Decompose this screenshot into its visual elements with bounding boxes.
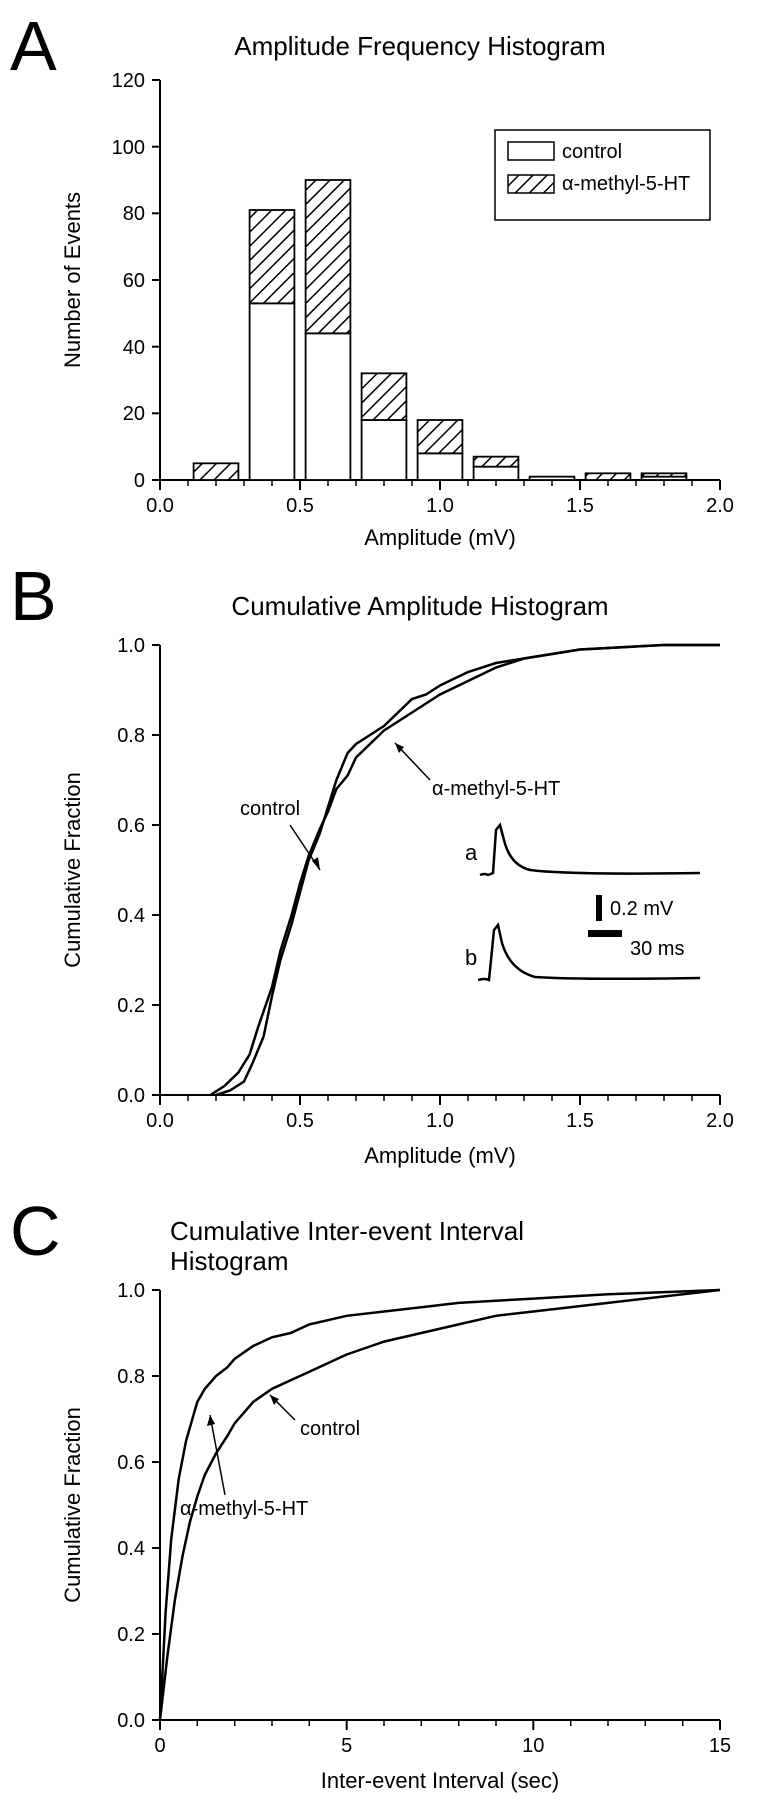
svg-text:0.2: 0.2 bbox=[117, 1624, 145, 1646]
svg-text:0.2: 0.2 bbox=[117, 995, 145, 1017]
legend-treat: α-methyl-5-HT bbox=[562, 173, 690, 195]
panel-b-inset: a b 0.2 mV 30 ms bbox=[465, 825, 700, 980]
bar-treat bbox=[586, 473, 631, 480]
svg-text:0.6: 0.6 bbox=[117, 815, 145, 837]
panel-b-treat-annot: α-methyl-5-HT bbox=[432, 778, 560, 800]
bar-control bbox=[362, 420, 407, 480]
bar-treat bbox=[474, 457, 519, 467]
panel-b-control-line bbox=[216, 645, 720, 1095]
ytick: 20 bbox=[123, 403, 145, 425]
xtick: 2.0 bbox=[706, 495, 734, 517]
panel-b-title: Cumulative Amplitude Histogram bbox=[231, 591, 608, 621]
svg-text:0.0: 0.0 bbox=[146, 1110, 174, 1132]
ytick: 80 bbox=[123, 203, 145, 225]
svg-text:0.8: 0.8 bbox=[117, 725, 145, 747]
panel-b-xlabel: Amplitude (mV) bbox=[364, 1143, 516, 1168]
panel-c-yticks: 0.0 0.2 0.4 0.6 0.8 1.0 bbox=[117, 1280, 160, 1732]
panel-a-yticks: 0 20 40 60 80 100 120 bbox=[112, 70, 160, 492]
svg-text:0.8: 0.8 bbox=[117, 1366, 145, 1388]
svg-text:1.0: 1.0 bbox=[117, 1280, 145, 1302]
figure-page: A Amplitude Frequency Histogram 0 20 40 … bbox=[0, 0, 774, 1815]
svg-text:0.5: 0.5 bbox=[286, 1110, 314, 1132]
panel-a-xticks: 0.0 0.5 1.0 1.5 2.0 bbox=[146, 480, 734, 517]
svg-text:15: 15 bbox=[709, 1735, 731, 1757]
panel-c-control-annot: control bbox=[300, 1418, 360, 1440]
panel-a-xlabel: Amplitude (mV) bbox=[364, 525, 516, 550]
panel-a-svg: A Amplitude Frequency Histogram 0 20 40 … bbox=[0, 0, 774, 560]
bar-treat bbox=[250, 210, 295, 303]
svg-text:5: 5 bbox=[341, 1735, 352, 1757]
bar-control bbox=[306, 333, 351, 480]
panel-a-title: Amplitude Frequency Histogram bbox=[234, 31, 605, 61]
svg-text:1.0: 1.0 bbox=[426, 1110, 454, 1132]
svg-text:0.0: 0.0 bbox=[117, 1085, 145, 1107]
bar-control bbox=[530, 477, 575, 480]
bar-control bbox=[418, 453, 463, 480]
bar-treat bbox=[418, 420, 463, 453]
panel-b-plot: 0.0 0.2 0.4 0.6 0.8 1.0 0.0 0.5 1.0 1.5 … bbox=[60, 635, 734, 1168]
panel-c-annot-control: control bbox=[270, 1395, 360, 1440]
xtick: 1.5 bbox=[566, 495, 594, 517]
panel-b-ylabel: Cumulative Fraction bbox=[60, 772, 85, 968]
xtick: 0.5 bbox=[286, 495, 314, 517]
bar-control bbox=[474, 467, 519, 480]
panel-c-title2: Histogram bbox=[170, 1246, 288, 1276]
panel-c-xlabel: Inter-event Interval (sec) bbox=[321, 1768, 559, 1793]
panel-a-plot: 0 20 40 60 80 100 120 0.0 0.5 1.0 1.5 2.… bbox=[60, 70, 734, 550]
bar-treat bbox=[642, 473, 687, 476]
ytick: 120 bbox=[112, 70, 145, 92]
ytick: 60 bbox=[123, 270, 145, 292]
ytick: 100 bbox=[112, 137, 145, 159]
panel-a-ylabel: Number of Events bbox=[60, 192, 85, 368]
panel-c-ylabel: Cumulative Fraction bbox=[60, 1407, 85, 1603]
panel-c-svg: C Cumulative Inter-event Interval Histog… bbox=[0, 1200, 774, 1810]
scale-bar-v bbox=[596, 895, 602, 921]
bar-treat bbox=[362, 373, 407, 420]
inset-label-b: b bbox=[465, 945, 477, 970]
panel-b-yticks: 0.0 0.2 0.4 0.6 0.8 1.0 bbox=[117, 635, 160, 1107]
svg-text:0.4: 0.4 bbox=[117, 905, 145, 927]
svg-text:0: 0 bbox=[154, 1735, 165, 1757]
ytick: 40 bbox=[123, 337, 145, 359]
panel-b-svg: B Cumulative Amplitude Histogram 0.0 0.2… bbox=[0, 565, 774, 1195]
legend-control: control bbox=[562, 141, 622, 163]
svg-text:1.0: 1.0 bbox=[117, 635, 145, 657]
panel-c-annot-treat: α-methyl-5-HT bbox=[180, 1415, 308, 1520]
inset-label-a: a bbox=[465, 840, 478, 865]
panel-b-control-annot: control bbox=[240, 798, 300, 820]
svg-text:0.6: 0.6 bbox=[117, 1452, 145, 1474]
ytick: 0 bbox=[134, 470, 145, 492]
scale-bar-h bbox=[588, 930, 622, 937]
bar-treat bbox=[306, 180, 351, 333]
bar-control bbox=[250, 303, 295, 480]
panel-b-label: B bbox=[10, 565, 57, 635]
svg-text:1.5: 1.5 bbox=[566, 1110, 594, 1132]
panel-c-treat-annot: α-methyl-5-HT bbox=[180, 1498, 308, 1520]
svg-text:2.0: 2.0 bbox=[706, 1110, 734, 1132]
svg-text:0.0: 0.0 bbox=[117, 1710, 145, 1732]
svg-text:10: 10 bbox=[522, 1735, 544, 1757]
inset-trace-a bbox=[480, 825, 700, 875]
scale-mv: 0.2 mV bbox=[610, 898, 674, 920]
panel-a-label: A bbox=[10, 7, 57, 85]
panel-b-xticks: 0.0 0.5 1.0 1.5 2.0 bbox=[146, 1095, 734, 1132]
xtick: 1.0 bbox=[426, 495, 454, 517]
svg-text:0.4: 0.4 bbox=[117, 1538, 145, 1560]
panel-c-label: C bbox=[10, 1200, 61, 1270]
panel-b-treat-line bbox=[210, 645, 720, 1095]
panel-a-legend: control α-methyl-5-HT bbox=[495, 130, 710, 220]
bar-treat bbox=[194, 463, 239, 480]
scale-ms: 30 ms bbox=[630, 938, 684, 960]
panel-a-bars bbox=[194, 180, 687, 480]
xtick: 0.0 bbox=[146, 495, 174, 517]
panel-c-title1: Cumulative Inter-event Interval bbox=[170, 1216, 524, 1246]
panel-c-plot: 0.0 0.2 0.4 0.6 0.8 1.0 0 5 10 15 contro… bbox=[60, 1280, 731, 1793]
panel-b-annot-treat: α-methyl-5-HT bbox=[395, 743, 560, 800]
